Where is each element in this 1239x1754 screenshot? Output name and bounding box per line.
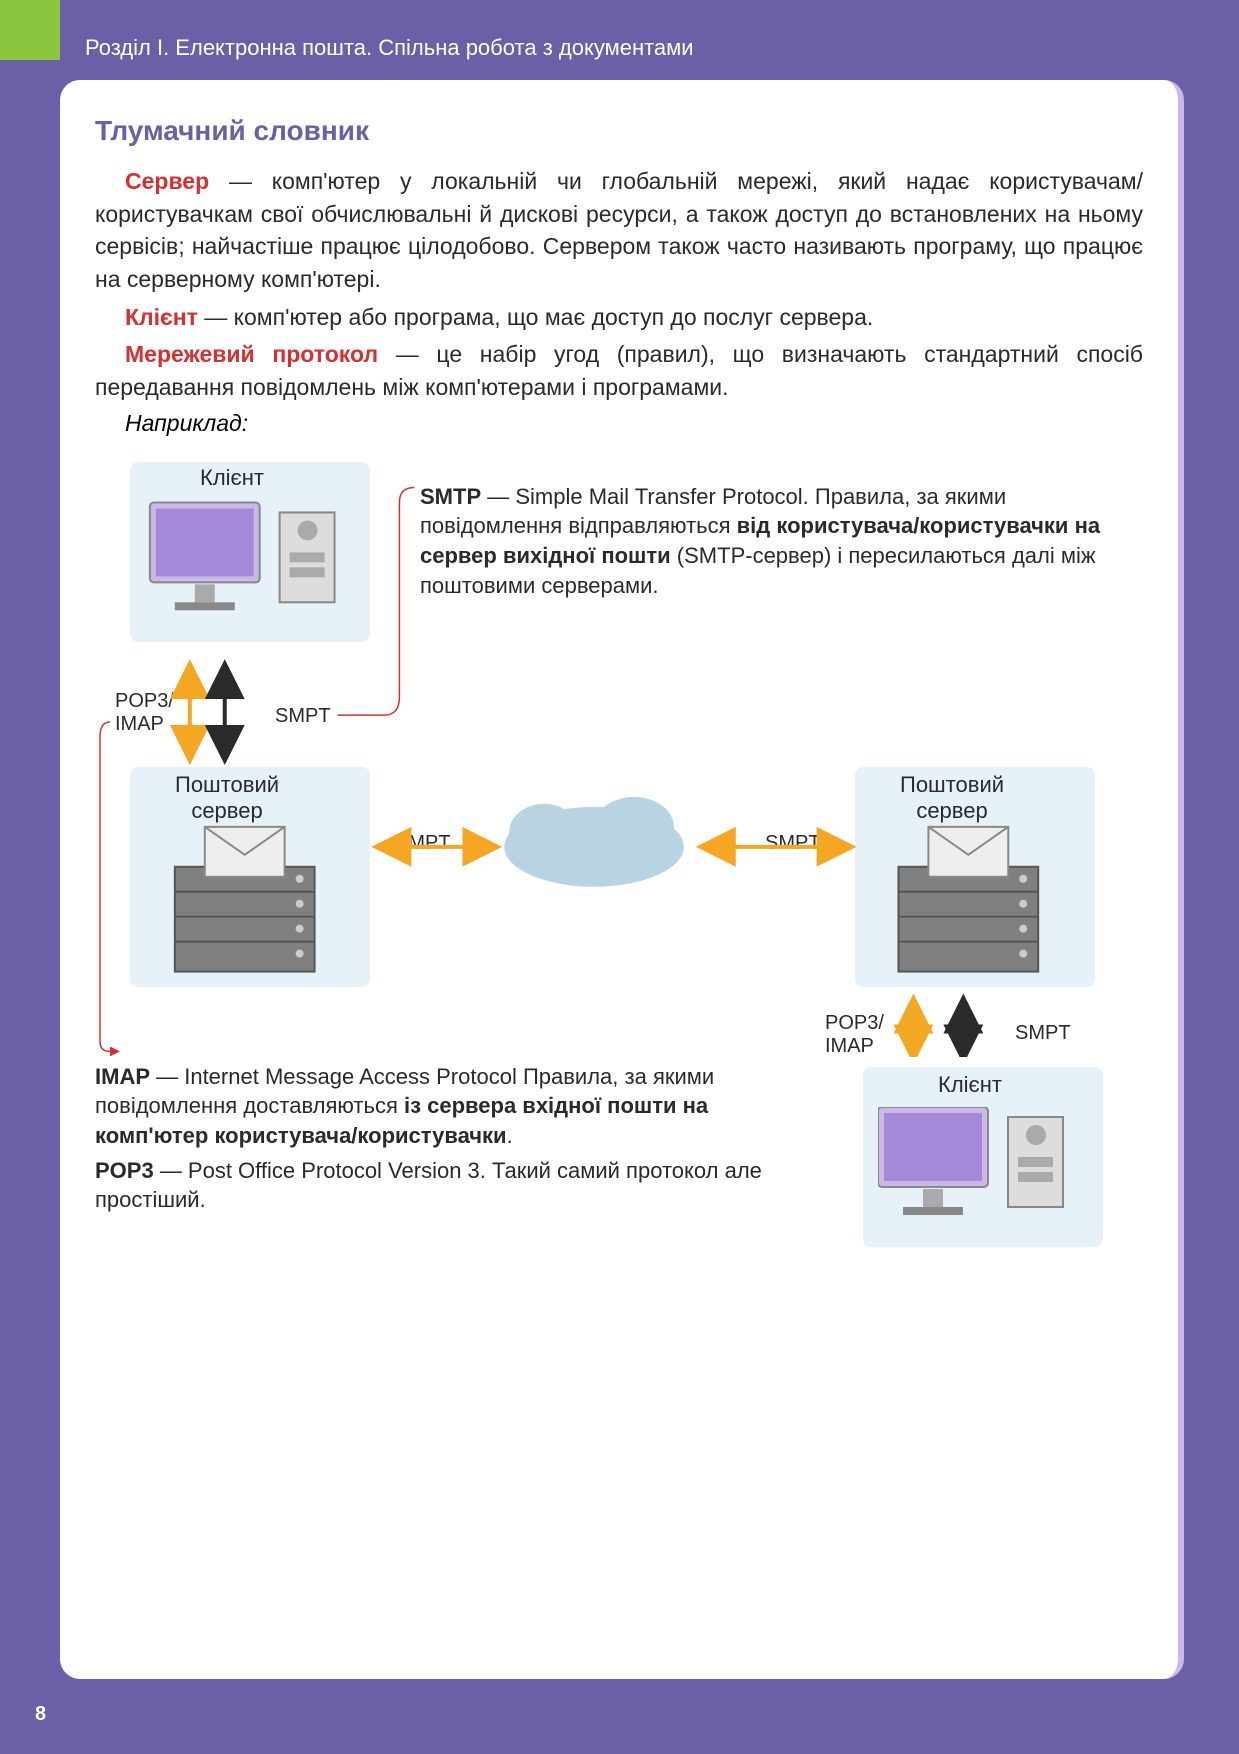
- label-pop3imap-left: POP3/ IMAP: [115, 690, 174, 736]
- label-mailserver-right: Поштовий сервер: [900, 772, 1004, 824]
- pop3-def: — Post Office Protocol Version 3. Такий …: [95, 1158, 762, 1213]
- page-tab: [0, 0, 60, 60]
- smtp-description: SMTP — Simple Mail Transfer Protocol. Пр…: [420, 482, 1138, 601]
- term-server: Сервер: [125, 168, 209, 194]
- label-client-top: Клієнт: [200, 465, 264, 491]
- imap-term: IMAP: [95, 1064, 150, 1089]
- pop3-term: POP3: [95, 1158, 154, 1183]
- def-client: Клієнт — комп'ютер або програма, що має …: [95, 301, 1143, 334]
- smtp-term: SMTP: [420, 484, 481, 509]
- label-smpt-4: SMPT: [1015, 1022, 1071, 1045]
- label-client-bottom: Клієнт: [938, 1072, 1002, 1098]
- term-client: Клієнт: [125, 304, 198, 330]
- label-pop3imap-right: POP3/ IMAP: [825, 1012, 884, 1058]
- label-internet: Інтернет: [535, 832, 621, 858]
- def-server: Сервер — комп'ютер у локальній чи глобал…: [95, 165, 1143, 296]
- def-client-text: — комп'ютер або програма, що має доступ …: [198, 304, 873, 330]
- chapter-header: Розділ I. Електронна пошта. Спільна робо…: [85, 35, 1189, 61]
- imap-post: .: [507, 1123, 513, 1148]
- term-protocol: Мережевий протокол: [125, 341, 378, 367]
- glossary-title: Тлумачний словник: [95, 115, 1143, 147]
- example-label: Наприклад:: [95, 410, 1143, 437]
- page-number: 8: [35, 1703, 46, 1726]
- protocol-diagram: Клієнт Поштовий сервер Поштовий сервер І…: [95, 447, 1143, 1057]
- def-protocol: Мережевий протокол — це набір угод (прав…: [95, 338, 1143, 403]
- client-bottom-icon: [878, 1107, 1088, 1237]
- def-server-text: — комп'ютер у локальній чи глобальній ме…: [95, 168, 1143, 292]
- content-panel: Тлумачний словник Сервер — комп'ютер у л…: [60, 80, 1184, 1679]
- label-smpt-2: SMPT: [395, 832, 451, 855]
- label-smpt-1: SMPT: [275, 705, 331, 728]
- label-mailserver-left: Поштовий сервер: [175, 772, 279, 824]
- imap-description: IMAP — Internet Message Access Protocol …: [95, 1062, 803, 1151]
- label-smpt-3: SMPT: [765, 832, 821, 855]
- pop3-description: POP3 — Post Office Protocol Version 3. Т…: [95, 1156, 803, 1215]
